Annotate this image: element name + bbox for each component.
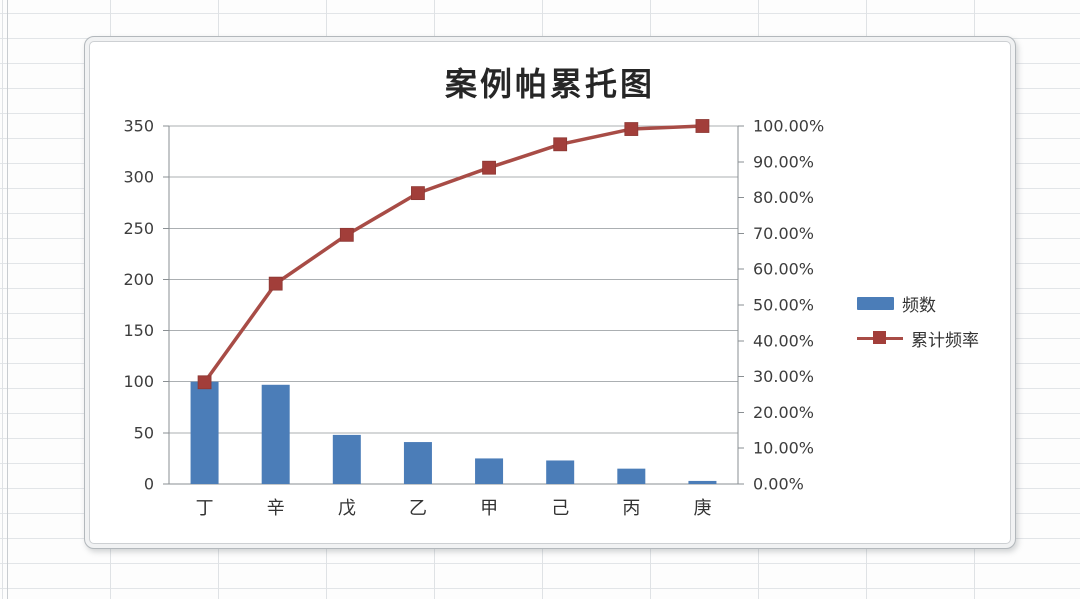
legend-bar-swatch-icon xyxy=(857,296,894,310)
svg-text:40.00%: 40.00% xyxy=(753,331,814,350)
svg-text:60.00%: 60.00% xyxy=(753,260,814,279)
marker-辛 xyxy=(268,276,283,291)
svg-text:丙: 丙 xyxy=(622,498,640,519)
svg-text:100: 100 xyxy=(123,372,154,391)
svg-text:己: 己 xyxy=(551,498,569,519)
svg-text:100.00%: 100.00% xyxy=(753,117,824,136)
bar-己 xyxy=(546,460,575,484)
chart-title[interactable]: 案例帕累托图 xyxy=(444,65,655,103)
svg-text:0.00%: 0.00% xyxy=(753,475,804,494)
svg-text:300: 300 xyxy=(123,168,154,187)
svg-text:70.00%: 70.00% xyxy=(753,224,814,243)
bar-丙 xyxy=(617,468,646,484)
bar-辛 xyxy=(261,384,290,484)
marker-己 xyxy=(553,137,568,152)
legend-line-swatch-icon xyxy=(857,330,903,346)
bar-乙 xyxy=(403,442,432,484)
svg-text:戊: 戊 xyxy=(338,498,356,519)
legend-label-frequency: 频数 xyxy=(902,295,936,316)
svg-text:200: 200 xyxy=(123,270,154,289)
svg-text:10.00%: 10.00% xyxy=(753,439,814,458)
svg-text:乙: 乙 xyxy=(409,498,427,519)
svg-text:0: 0 xyxy=(144,475,154,494)
chart-legend[interactable]: 频数 累计频率 xyxy=(857,293,979,351)
svg-text:80.00%: 80.00% xyxy=(753,188,814,207)
sheet-left-border xyxy=(7,0,8,599)
bar-series[interactable] xyxy=(190,381,717,484)
legend-label-cumulative: 累计频率 xyxy=(911,330,979,351)
svg-text:甲: 甲 xyxy=(480,498,498,519)
svg-text:50: 50 xyxy=(134,423,154,442)
axis-ticks xyxy=(163,125,744,485)
chart-object[interactable]: 案例帕累托图 0 50 100 150 200 250 300 350 0.00% 10.00% 2… xyxy=(84,36,1016,549)
svg-text:250: 250 xyxy=(123,219,154,238)
marker-甲 xyxy=(482,160,496,175)
svg-text:丁: 丁 xyxy=(196,498,214,519)
marker-丁 xyxy=(197,375,212,390)
svg-text:30.00%: 30.00% xyxy=(753,367,814,386)
marker-庚 xyxy=(695,119,710,133)
svg-text:辛: 辛 xyxy=(267,498,285,519)
marker-乙 xyxy=(411,186,425,201)
gridlines xyxy=(169,125,738,485)
cumulative-line-series[interactable] xyxy=(197,119,710,390)
marker-戊 xyxy=(339,227,354,242)
pareto-plot-area[interactable]: 0 50 100 150 200 250 300 350 0.00% 10.00% 20.00% 30… xyxy=(85,37,1015,548)
marker-丙 xyxy=(624,122,639,136)
legend-item-cumulative[interactable]: 累计频率 xyxy=(857,328,979,351)
category-axis-labels: 丁辛戊乙甲己丙庚 xyxy=(196,498,712,519)
bar-戊 xyxy=(332,434,361,484)
bar-丁 xyxy=(190,381,219,484)
bar-甲 xyxy=(475,458,504,484)
axis-labels: 0 50 100 150 200 250 300 350 0.00% 10.00% 20.00% 30… xyxy=(123,117,824,494)
bar-庚 xyxy=(688,480,717,484)
svg-text:20.00%: 20.00% xyxy=(753,403,814,422)
legend-item-frequency[interactable]: 频数 xyxy=(857,293,979,316)
svg-text:庚: 庚 xyxy=(693,498,711,519)
svg-text:90.00%: 90.00% xyxy=(753,152,814,171)
svg-text:150: 150 xyxy=(123,321,154,340)
svg-text:350: 350 xyxy=(123,117,154,136)
svg-text:50.00%: 50.00% xyxy=(753,296,814,315)
axis-lines xyxy=(168,126,739,484)
